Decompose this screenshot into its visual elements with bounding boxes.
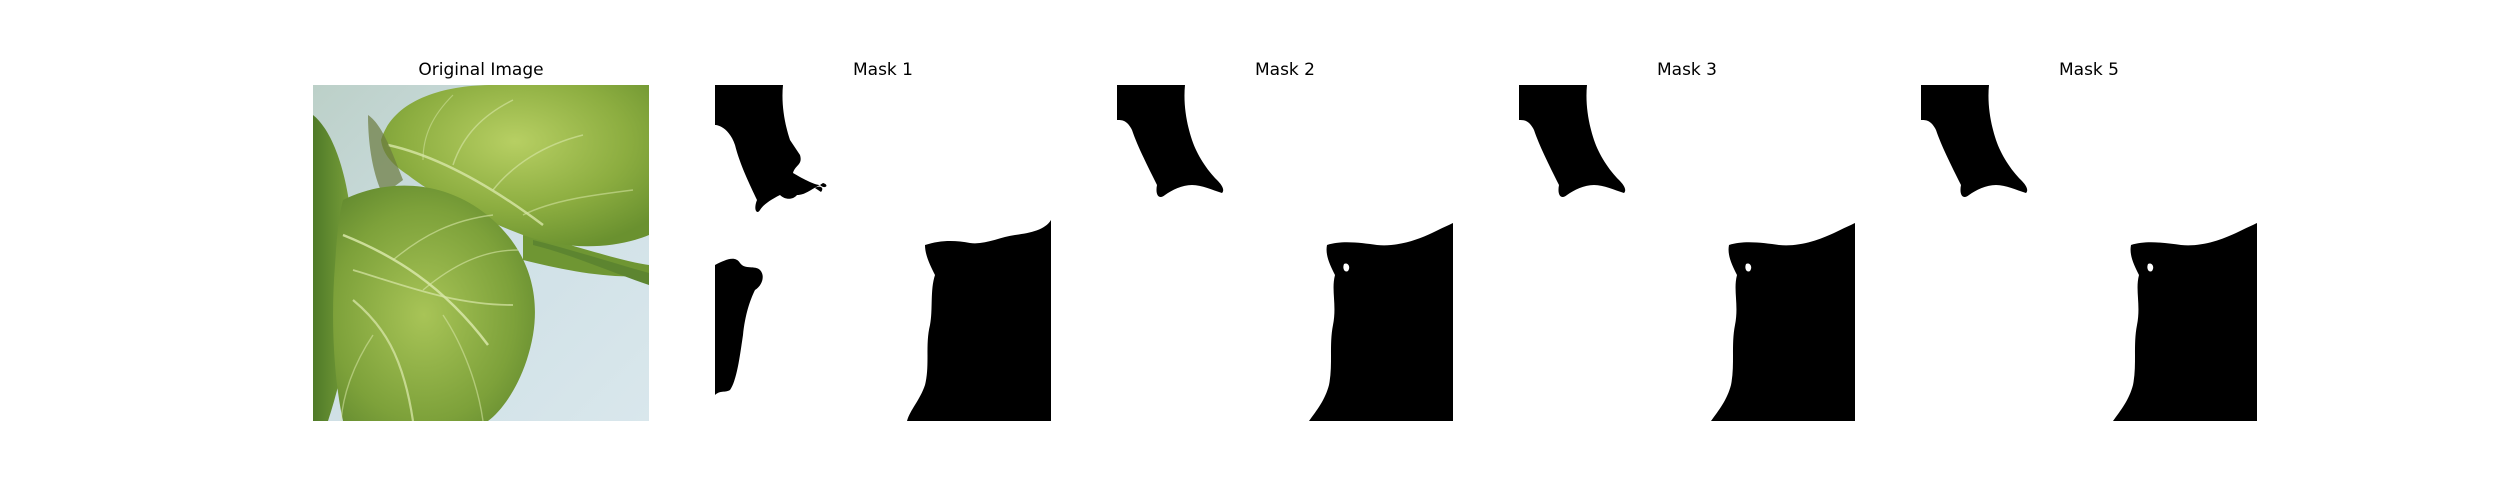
original-image-panel (313, 85, 649, 421)
mask-2-image (1117, 85, 1453, 421)
mask-3-image (1519, 85, 1855, 421)
mask-3-panel (1519, 85, 1855, 421)
panel-title-mask-2: Mask 2 (1117, 60, 1453, 80)
panel-title-mask-5: Mask 5 (1921, 60, 2257, 80)
mask-1-panel (715, 85, 1051, 421)
panel-title-mask-1: Mask 1 (715, 60, 1051, 80)
mask-5-image (1921, 85, 2257, 421)
panel-title-mask-3: Mask 3 (1519, 60, 1855, 80)
mask-1-image (715, 85, 1051, 421)
mask-2-panel (1117, 85, 1453, 421)
panel-title-original-image: Original Image (313, 60, 649, 80)
original-image (313, 85, 649, 421)
mask-5-panel (1921, 85, 2257, 421)
